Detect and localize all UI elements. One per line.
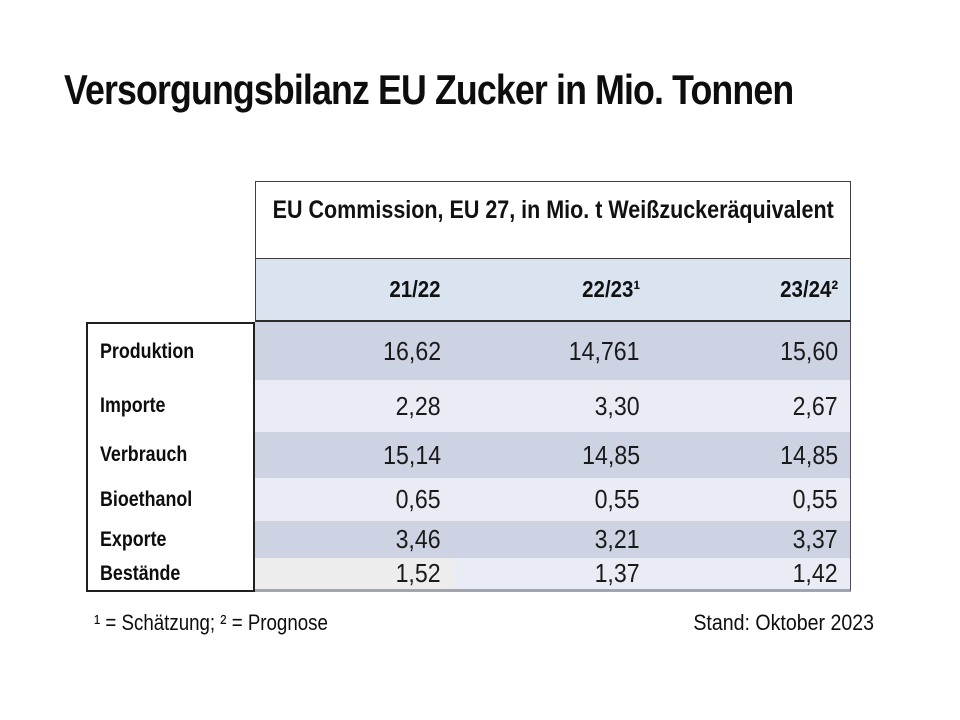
table-cell: 2,28 bbox=[255, 380, 453, 432]
table-cell: 14,761 bbox=[453, 322, 652, 380]
page-title-text: Versorgungsbilanz EU Zucker in Mio. Tonn… bbox=[64, 66, 794, 113]
status-date-text: Stand: Oktober 2023 bbox=[693, 610, 874, 635]
cell-value: 0,55 bbox=[792, 484, 838, 514]
table-cell: 1,37 bbox=[453, 558, 652, 592]
row-label-bioethanol: Bioethanol bbox=[86, 478, 255, 521]
cell-value: 2,28 bbox=[395, 390, 441, 421]
table-cell: 16,62 bbox=[255, 322, 453, 380]
row-label-text: Produktion bbox=[100, 340, 195, 363]
cell-value: 3,37 bbox=[792, 524, 838, 554]
row-label-text: Verbrauch bbox=[100, 443, 188, 466]
table-cell: 3,46 bbox=[255, 521, 453, 558]
cell-value: 1,42 bbox=[792, 558, 838, 588]
table-cell: 14,85 bbox=[453, 432, 652, 478]
table-cell: 1,42 bbox=[652, 558, 851, 592]
row-label-importe: Importe bbox=[86, 380, 255, 432]
table-cell: 1,52 bbox=[255, 558, 453, 592]
row-label-text: Importe bbox=[100, 394, 166, 417]
table-cell: 0,55 bbox=[453, 478, 652, 521]
table-cell: 3,30 bbox=[453, 380, 652, 432]
cell-value: 0,65 bbox=[395, 484, 441, 514]
table-cell: 15,60 bbox=[652, 322, 851, 380]
footnote-legend-text: ¹ = Schätzung; ² = Prognose bbox=[94, 610, 328, 635]
row-label-verbrauch: Verbrauch bbox=[86, 432, 255, 478]
cell-value: 0,55 bbox=[594, 484, 640, 514]
cell-value: 14,85 bbox=[780, 439, 838, 470]
row-label-text: Bioethanol bbox=[100, 487, 193, 511]
table-header-cell: EU Commission, EU 27, in Mio. t Weißzuck… bbox=[255, 181, 851, 259]
cell-value: 1,52 bbox=[395, 558, 441, 588]
row-label-text: Exporte bbox=[100, 527, 167, 551]
footnote-legend: ¹ = Schätzung; ² = Prognose bbox=[94, 610, 369, 636]
cell-value: 15,60 bbox=[780, 335, 838, 366]
cell-value: 3,30 bbox=[594, 390, 640, 421]
row-label-produktion: Produktion bbox=[86, 322, 255, 380]
cell-value: 3,46 bbox=[395, 524, 441, 554]
cell-value: 16,62 bbox=[383, 335, 441, 366]
table-header-text: EU Commission, EU 27, in Mio. t Weißzuck… bbox=[272, 195, 834, 224]
table-cell: 0,55 bbox=[652, 478, 851, 521]
col-header-21-22: 21/22 bbox=[255, 259, 453, 322]
row-label-text: Bestände bbox=[100, 562, 181, 585]
table-cell: 14,85 bbox=[652, 432, 851, 478]
row-label-bestaende: Bestände bbox=[86, 558, 255, 592]
cell-value: 15,14 bbox=[383, 439, 441, 470]
table-cell: 3,37 bbox=[652, 521, 851, 558]
cell-value: 14,85 bbox=[582, 439, 640, 470]
table-cell: 0,65 bbox=[255, 478, 453, 521]
cell-value: 1,37 bbox=[594, 558, 640, 588]
status-date: Stand: Oktober 2023 bbox=[671, 610, 874, 636]
cell-value: 3,21 bbox=[594, 524, 640, 554]
col-header-text: 21/22 bbox=[389, 276, 441, 302]
col-header-text: 22/23¹ bbox=[581, 276, 640, 302]
table-cell: 2,67 bbox=[652, 380, 851, 432]
cell-value: 2,67 bbox=[792, 390, 838, 421]
col-header-23-24: 23/24² bbox=[652, 259, 851, 322]
table-cell: 15,14 bbox=[255, 432, 453, 478]
row-label-exporte: Exporte bbox=[86, 521, 255, 558]
col-header-22-23: 22/23¹ bbox=[453, 259, 652, 322]
col-header-text: 23/24² bbox=[779, 276, 838, 302]
page-title: Versorgungsbilanz EU Zucker in Mio. Tonn… bbox=[64, 66, 922, 114]
cell-value: 14,761 bbox=[569, 335, 640, 366]
footnote-bar: ¹ = Schätzung; ² = Prognose Stand: Oktob… bbox=[94, 606, 874, 640]
supply-balance-table: EU Commission, EU 27, in Mio. t Weißzuck… bbox=[86, 181, 851, 592]
table-cell: 3,21 bbox=[453, 521, 652, 558]
